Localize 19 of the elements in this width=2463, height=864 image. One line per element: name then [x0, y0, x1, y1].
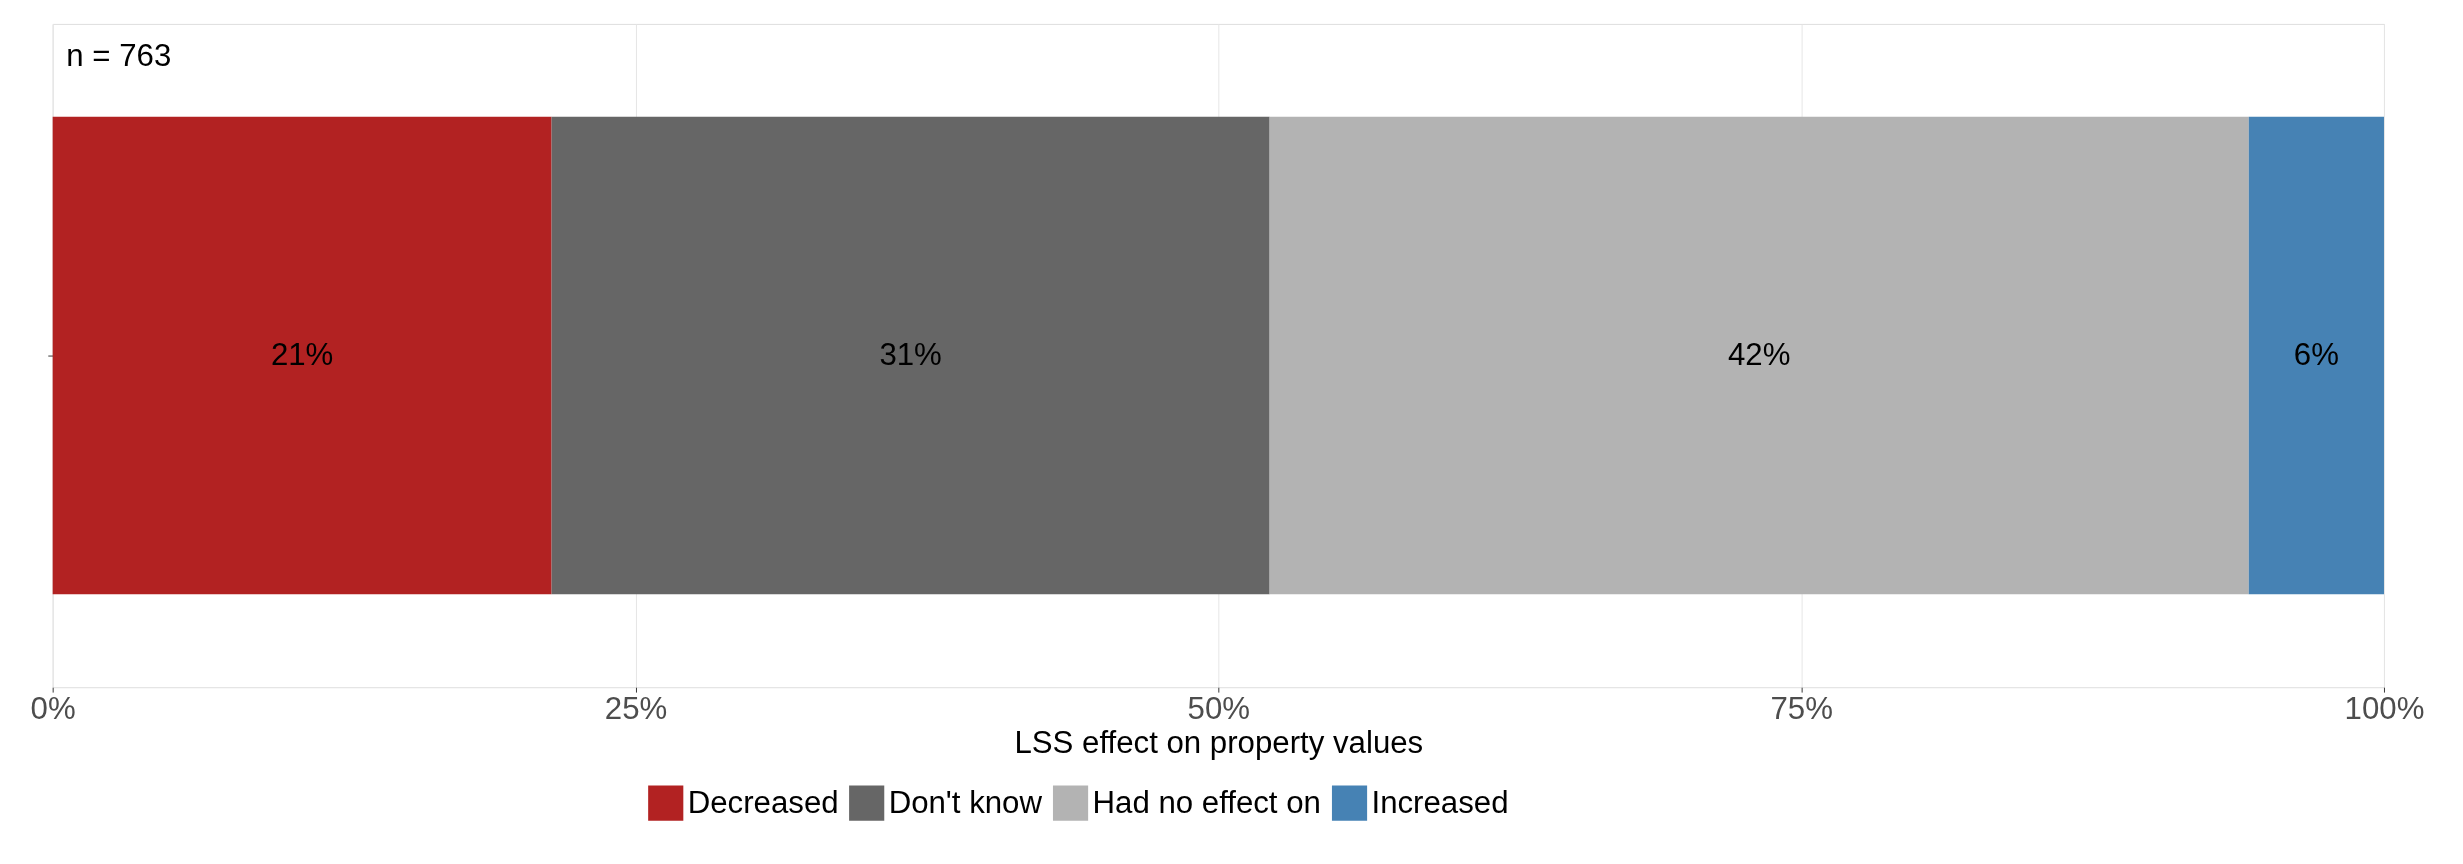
legend-label: Had no effect on	[1092, 784, 1321, 820]
bar	[52, 116, 552, 595]
text: n = 763	[66, 37, 172, 73]
bar	[551, 116, 1270, 595]
x-tick-label: 50%	[1187, 690, 1251, 726]
data-label: 31%	[879, 337, 942, 373]
data-label: 21%	[270, 337, 334, 373]
bar	[1269, 116, 2249, 595]
x-axis-title: LSS effect on property values	[1014, 725, 1424, 761]
x-tick-label: 75%	[1770, 690, 1833, 726]
data-label: 42%	[1727, 337, 1791, 373]
x-tick-label: 25%	[604, 690, 668, 726]
legend-label: Decreased	[687, 784, 839, 820]
x-tick-label: 100%	[2344, 690, 2425, 726]
legend-label: Don't know	[888, 784, 1043, 820]
x-tick-label: 0%	[30, 690, 76, 726]
data-label: 6%	[2293, 337, 2339, 373]
legend-label: Increased	[1371, 784, 1509, 820]
bar	[2248, 116, 2384, 595]
